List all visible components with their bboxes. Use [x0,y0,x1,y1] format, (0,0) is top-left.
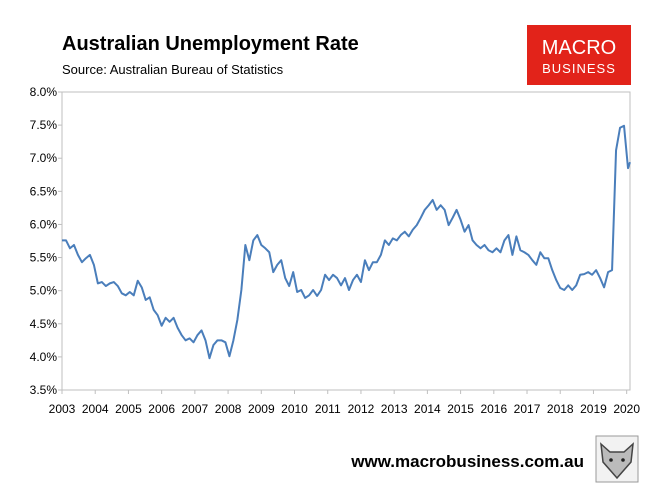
wolf-eye [621,458,625,462]
x-tick-label: 2010 [281,402,308,416]
y-tick-label: 5.0% [30,284,58,298]
x-tick-label: 2013 [381,402,408,416]
y-tick-label: 8.0% [30,85,58,99]
chart-subtitle: Source: Australian Bureau of Statistics [62,62,284,77]
data-line [62,124,631,360]
x-tick-label: 2017 [514,402,541,416]
x-tick-label: 2015 [447,402,474,416]
x-tick-label: 2004 [82,402,109,416]
y-tick-label: 4.0% [30,350,58,364]
x-tick-label: 2011 [315,402,341,416]
chart-title: Australian Unemployment Rate [62,33,359,55]
logo-bottom: BUSINESS [542,61,616,76]
x-tick-label: 2003 [49,402,76,416]
wolf-icon [595,435,639,483]
x-tick-label: 2007 [182,402,209,416]
plot-frame [61,91,631,391]
x-tick-label: 2019 [580,402,607,416]
y-tick-label: 6.5% [30,184,58,198]
website: www.macrobusiness.com.au [350,452,584,471]
wolf-eye [609,458,613,462]
x-tick-label: 2006 [148,402,175,416]
y-tick-label: 5.5% [30,251,58,265]
x-tick-label: 2018 [547,402,574,416]
x-tick-label: 2008 [215,402,242,416]
y-tick-label: 7.5% [30,118,58,132]
y-tick-label: 3.5% [30,383,58,397]
y-tick-label: 4.5% [30,317,58,331]
y-tick-label: 6.0% [30,217,58,231]
logo-top: MACRO [542,37,616,59]
x-tick-label: 2009 [248,402,275,416]
x-tick-label: 2012 [348,402,375,416]
x-tick-label: 2016 [480,402,507,416]
x-tick-label: 2020 [613,402,640,416]
logo-box [527,25,631,85]
y-tick-label: 7.0% [30,151,58,165]
x-tick-label: 2005 [115,402,142,416]
x-tick-label: 2014 [414,402,441,416]
wolf-head [600,442,634,480]
logo: MACRO BUSINESS [527,25,631,85]
